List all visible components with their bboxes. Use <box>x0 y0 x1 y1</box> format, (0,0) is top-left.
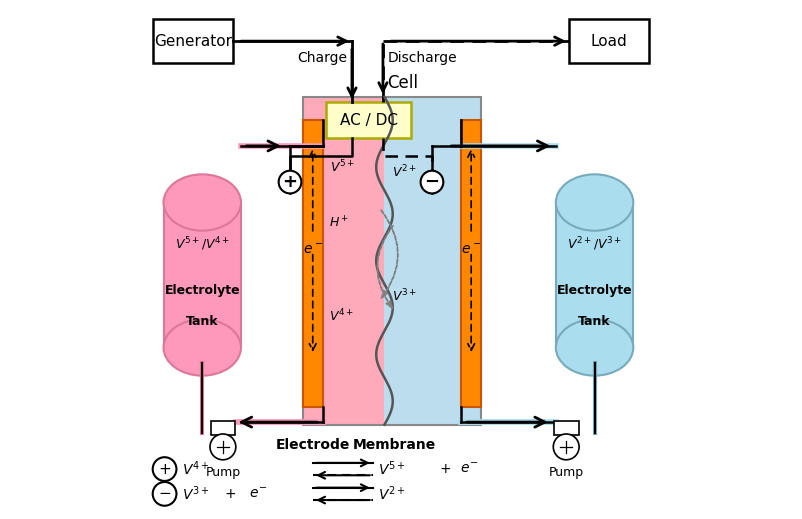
Bar <box>164 202 241 347</box>
Text: Generator: Generator <box>154 34 233 49</box>
Ellipse shape <box>556 319 634 376</box>
Text: −: − <box>158 486 171 501</box>
Text: $V^{2+}$: $V^{2+}$ <box>378 485 405 503</box>
Circle shape <box>210 434 236 460</box>
Text: $V^{5+}$: $V^{5+}$ <box>330 158 355 175</box>
Text: Electrolyte: Electrolyte <box>557 284 633 297</box>
Text: $V^{4+}$: $V^{4+}$ <box>182 460 209 479</box>
Bar <box>384 97 481 425</box>
Bar <box>303 97 384 425</box>
Text: $e^{-}$: $e^{-}$ <box>249 487 267 501</box>
Bar <box>554 420 578 435</box>
FancyArrowPatch shape <box>381 210 399 298</box>
Text: +: + <box>225 487 237 501</box>
Text: +: + <box>282 173 298 191</box>
Text: +: + <box>439 462 451 476</box>
Bar <box>556 202 634 347</box>
FancyArrowPatch shape <box>377 225 393 309</box>
Text: Electrode: Electrode <box>276 438 350 452</box>
Circle shape <box>152 482 176 506</box>
Bar <box>326 102 411 138</box>
Text: Cell: Cell <box>387 74 418 92</box>
Text: $e^-$: $e^-$ <box>302 242 323 256</box>
Text: Membrane: Membrane <box>353 438 436 452</box>
Ellipse shape <box>556 174 634 230</box>
Text: $H^+$: $H^+$ <box>329 216 349 231</box>
Text: $V^{4+}$: $V^{4+}$ <box>329 308 354 324</box>
Text: $V^{3+}$: $V^{3+}$ <box>392 288 417 304</box>
Text: $V^{3+}$: $V^{3+}$ <box>182 485 209 503</box>
Ellipse shape <box>164 319 241 376</box>
Ellipse shape <box>164 174 241 230</box>
Text: Electrolyte: Electrolyte <box>164 284 240 297</box>
Text: $V^{5+}$/$V^{4+}$: $V^{5+}$/$V^{4+}$ <box>175 235 230 253</box>
Circle shape <box>553 434 579 460</box>
Text: $V^{2+}$: $V^{2+}$ <box>392 163 417 180</box>
Circle shape <box>278 171 302 194</box>
Circle shape <box>420 171 444 194</box>
Bar <box>303 120 322 406</box>
Circle shape <box>152 457 176 481</box>
Bar <box>303 97 481 425</box>
Text: Pump: Pump <box>205 466 241 479</box>
Text: Load: Load <box>590 34 627 49</box>
Text: $V^{5+}$: $V^{5+}$ <box>378 460 405 479</box>
Text: $e^-$: $e^-$ <box>461 242 481 256</box>
Bar <box>569 19 649 63</box>
Text: Charge: Charge <box>297 51 346 65</box>
Text: $V^{2+}$/$V^{3+}$: $V^{2+}$/$V^{3+}$ <box>567 235 622 253</box>
Text: Pump: Pump <box>549 466 584 479</box>
Text: Discharge: Discharge <box>388 51 458 65</box>
Text: −: − <box>424 173 439 191</box>
Bar <box>153 19 233 63</box>
Text: Tank: Tank <box>578 315 611 328</box>
Text: Tank: Tank <box>186 315 219 328</box>
Text: $e^{-}$: $e^{-}$ <box>460 462 479 476</box>
Text: +: + <box>158 461 171 476</box>
Bar <box>461 120 481 406</box>
Bar <box>210 420 235 435</box>
Text: AC / DC: AC / DC <box>340 113 398 128</box>
